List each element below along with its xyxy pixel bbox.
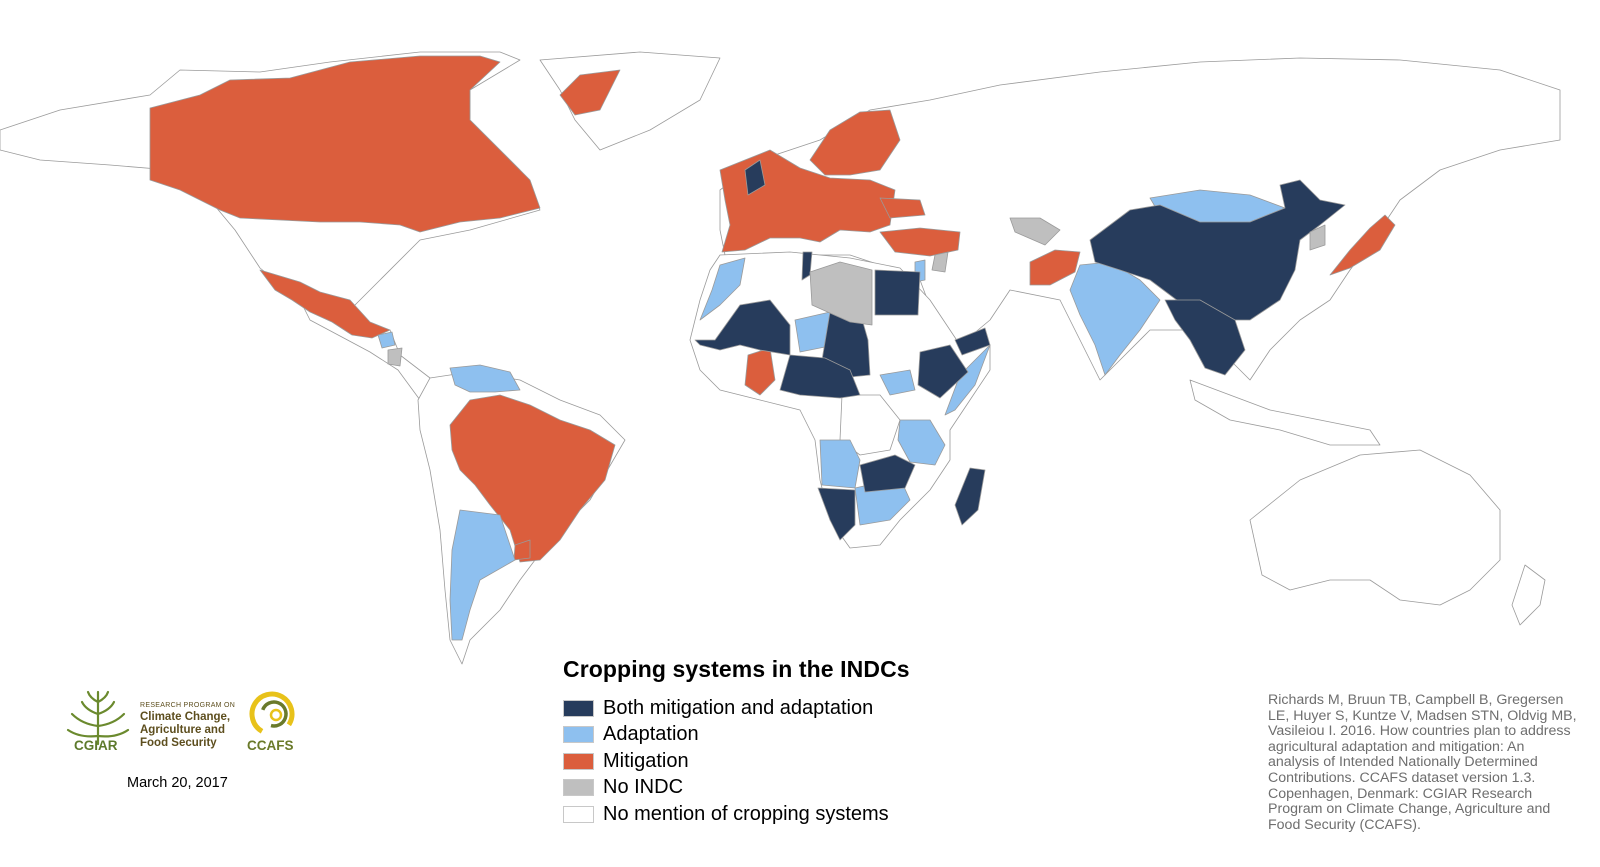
legend-label-no-indc: No INDC	[603, 776, 684, 799]
country-sahel-west	[694, 299, 791, 356]
country-uruguay	[513, 539, 531, 561]
legend-item-no-indc: No INDC	[563, 775, 983, 802]
legend-item-mitigation: Mitigation	[563, 748, 983, 775]
country-europe-west	[719, 149, 896, 253]
map-date: March 20, 2017	[127, 775, 228, 791]
program-name: Climate Change, Agriculture and Food Sec…	[140, 711, 231, 749]
legend-swatch-mitigation	[563, 752, 594, 770]
country-north-korea	[1309, 224, 1326, 251]
country-sudan-south	[879, 369, 916, 396]
land-indonesia	[1189, 379, 1381, 446]
country-east-africa	[897, 419, 946, 466]
program-kicker: RESEARCH PROGRAM ON	[140, 702, 236, 709]
country-ethiopia	[917, 344, 969, 399]
legend-item-adaptation: Adaptation	[563, 722, 983, 749]
country-india	[1069, 261, 1161, 376]
cgiar-wordmark: CGIAR	[74, 738, 118, 753]
land-australia	[1249, 449, 1501, 606]
country-argentina	[449, 509, 516, 641]
country-namibia	[817, 487, 856, 541]
legend-label-mitigation: Mitigation	[603, 749, 689, 772]
country-scandinavia	[809, 109, 901, 176]
country-egypt	[874, 269, 921, 316]
country-central-america-adapt	[377, 331, 396, 349]
legend-title: Cropping systems in the INDCs	[563, 656, 910, 682]
country-madagascar	[954, 467, 986, 526]
country-greenland	[559, 69, 621, 116]
country-nicaragua	[387, 347, 403, 367]
country-brazil	[449, 394, 616, 563]
country-canada	[149, 55, 541, 233]
country-morocco	[699, 257, 746, 321]
country-southeast-asia	[1164, 299, 1246, 376]
country-nigeria-cameroon	[779, 354, 861, 399]
country-zambia	[859, 454, 916, 493]
cgiar-logo-icon	[66, 690, 130, 746]
legend-swatch-both	[563, 699, 594, 717]
legend-label-adaptation: Adaptation	[603, 723, 699, 746]
legend-label-none: No mention of cropping systems	[603, 802, 889, 825]
legend-item-none: No mention of cropping systems	[563, 801, 983, 828]
legend-item-both: Both mitigation and adaptation	[563, 695, 983, 722]
country-turkey	[879, 227, 961, 257]
land-new-zealand	[1511, 564, 1546, 626]
country-afghanistan	[1029, 249, 1081, 286]
country-somalia	[944, 344, 991, 416]
legend-swatch-no-indc	[563, 779, 594, 797]
country-japan	[1329, 214, 1396, 276]
country-syria	[931, 251, 949, 273]
country-angola	[819, 439, 861, 489]
ccafs-logo-icon	[249, 691, 295, 737]
legend-label-both: Both mitigation and adaptation	[603, 696, 874, 719]
legend-swatch-none	[563, 805, 594, 823]
country-ireland	[744, 159, 766, 196]
ccafs-wordmark: CCAFS	[247, 738, 294, 753]
legend: Cropping systems in the INDCs Both mitig…	[563, 656, 983, 828]
country-libya	[809, 261, 873, 326]
citation: Richards M, Bruun TB, Campbell B, Greger…	[1268, 692, 1577, 833]
country-yemen	[954, 327, 991, 356]
country-ukraine	[879, 197, 926, 219]
country-kazakhstan-west	[1009, 217, 1061, 246]
country-mexico	[259, 269, 391, 339]
program-block: RESEARCH PROGRAM ON Climate Change, Agri…	[140, 702, 250, 750]
legend-swatch-adaptation	[563, 726, 594, 744]
country-venezuela	[449, 364, 521, 393]
